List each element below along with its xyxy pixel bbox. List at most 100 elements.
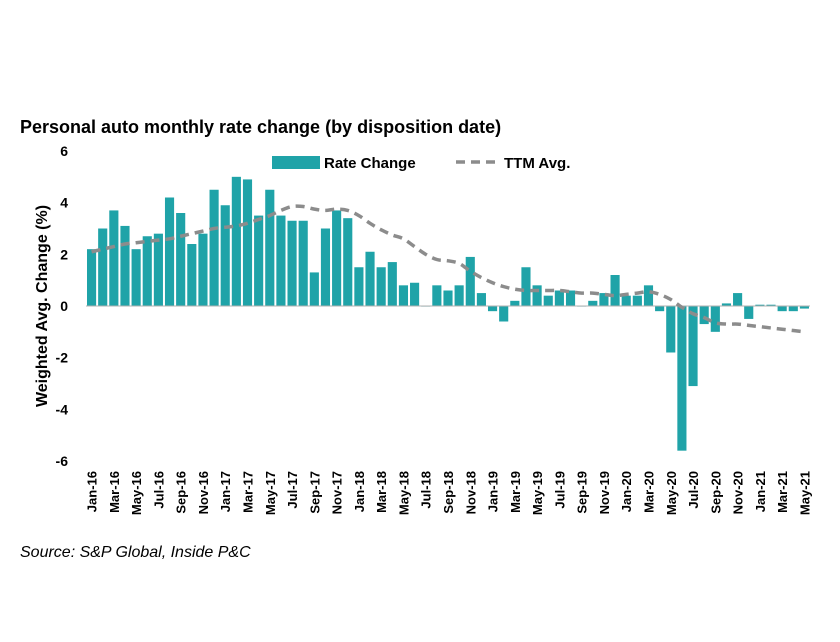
bar <box>487 306 498 312</box>
bar <box>733 293 743 306</box>
bar <box>254 215 264 306</box>
bar <box>298 220 308 306</box>
bar <box>131 249 141 306</box>
x-tick-label: Jul-17 <box>285 471 300 509</box>
bar <box>276 215 286 306</box>
bar <box>621 295 631 306</box>
x-tick-label: Sep-19 <box>575 471 590 514</box>
x-tick-label: Jan-17 <box>218 471 233 512</box>
bar <box>176 213 186 306</box>
y-axis-title: Weighted Avg. Change (%) <box>34 205 51 407</box>
x-tick-label: Jan-19 <box>486 471 501 512</box>
bar <box>721 303 732 306</box>
bar <box>87 249 97 306</box>
bar <box>376 267 386 306</box>
bar <box>532 285 542 306</box>
bar <box>799 306 809 309</box>
x-tick-label: Sep-18 <box>441 471 456 514</box>
bar-series <box>87 176 809 451</box>
bar <box>777 306 787 312</box>
bar <box>710 306 720 332</box>
bar <box>309 272 319 306</box>
x-tick-label: Mar-20 <box>641 471 656 513</box>
x-tick-label: Jan-21 <box>753 471 768 512</box>
x-tick-label: Sep-17 <box>307 471 322 514</box>
x-tick-label: Jan-18 <box>352 471 367 512</box>
bar <box>588 300 598 306</box>
bar <box>120 225 130 306</box>
bar <box>153 233 163 306</box>
line-series <box>91 204 805 334</box>
bar <box>365 251 375 306</box>
x-tick-label: Jul-20 <box>686 471 701 509</box>
y-tick-label: 6 <box>60 143 68 159</box>
chart-title: Personal auto monthly rate change (by di… <box>20 117 501 137</box>
bar <box>443 290 453 306</box>
x-tick-label: Mar-16 <box>107 471 122 513</box>
bar <box>521 267 531 306</box>
x-tick-label: Jul-16 <box>151 471 166 509</box>
bar <box>220 205 230 306</box>
x-tick-label: Mar-21 <box>775 471 790 513</box>
bar <box>610 275 620 306</box>
ttm-avg-line <box>91 204 805 334</box>
bar <box>320 228 331 306</box>
bar <box>242 179 253 306</box>
x-tick-label: May-18 <box>396 471 411 515</box>
bar <box>454 285 464 306</box>
bar <box>666 306 676 353</box>
bar <box>287 220 297 306</box>
bar <box>265 189 275 306</box>
bar <box>198 233 208 306</box>
x-tick-label: May-19 <box>530 471 545 515</box>
x-tick-label: Mar-17 <box>241 471 256 513</box>
bar <box>499 306 509 322</box>
bar <box>766 304 776 306</box>
bar <box>655 306 665 312</box>
x-tick-label: Jan-20 <box>619 471 634 512</box>
x-tick-label: May-17 <box>263 471 278 515</box>
bar <box>643 285 654 306</box>
bar <box>231 176 241 306</box>
legend: Rate Change TTM Avg. <box>272 155 570 172</box>
x-tick-label: May-20 <box>664 471 679 515</box>
bar <box>332 210 342 306</box>
bar <box>109 210 119 306</box>
x-tick-label: Mar-18 <box>374 471 389 513</box>
x-tick-label: Nov-16 <box>196 471 211 514</box>
x-axis-ticks: Jan-16 Mar-16 May-16 Jul-16 Sep-16 Nov-16 Jan-… <box>85 471 813 515</box>
bar <box>632 295 642 306</box>
bar <box>744 306 754 319</box>
x-tick-label: Jan-16 <box>85 471 100 512</box>
legend-rate-change-label: Rate Change <box>324 155 416 172</box>
y-tick-label: 4 <box>60 195 68 211</box>
bar <box>387 262 397 306</box>
bar <box>209 189 219 306</box>
bar <box>354 267 364 306</box>
bar <box>398 285 409 306</box>
y-tick-label: -4 <box>56 401 69 417</box>
x-tick-label: May-16 <box>129 471 144 515</box>
bar <box>688 306 698 387</box>
bar <box>543 295 553 306</box>
y-tick-label: -6 <box>56 453 69 469</box>
source-note: Source: S&P Global, Inside P&C <box>20 544 251 561</box>
x-tick-label: Nov-19 <box>597 471 612 514</box>
x-tick-label: Mar-19 <box>508 471 523 513</box>
x-tick-label: Jul-18 <box>419 471 434 509</box>
x-tick-label: Nov-17 <box>330 471 345 514</box>
bar <box>187 244 197 306</box>
bar <box>410 282 420 306</box>
bar <box>510 300 520 306</box>
x-tick-label: Sep-16 <box>174 471 189 514</box>
bar <box>554 290 564 306</box>
bar <box>788 306 798 312</box>
bar <box>755 304 765 306</box>
bar <box>98 228 108 306</box>
y-tick-label: 0 <box>60 298 68 314</box>
bar <box>465 256 475 306</box>
y-axis-ticks: 6 4 2 0 -2 -4 -6 <box>56 143 69 469</box>
bar <box>432 285 442 306</box>
bar <box>164 197 175 306</box>
